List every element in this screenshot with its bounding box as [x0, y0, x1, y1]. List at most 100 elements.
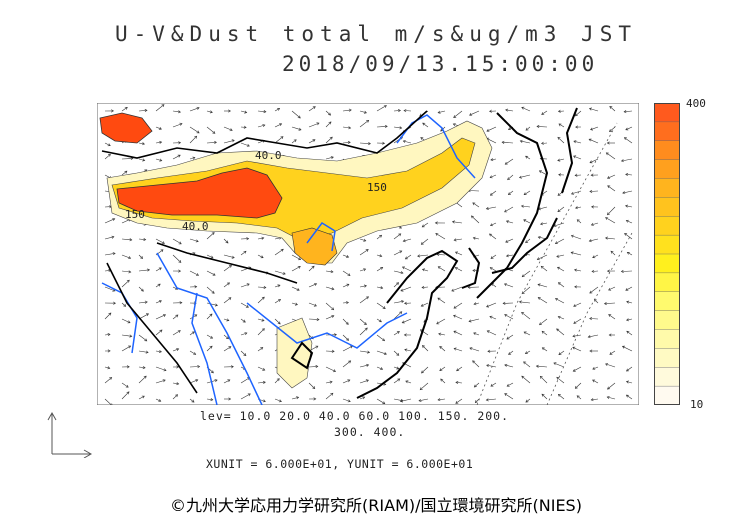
wind-arrow [325, 366, 336, 372]
wind-arrowhead [626, 330, 630, 334]
wind-arrowhead [140, 288, 144, 292]
wind-arrowhead [210, 335, 214, 339]
wind-arrowhead [382, 401, 386, 405]
wind-arrow [189, 135, 197, 144]
wind-arrow [342, 318, 349, 325]
wind-arrowhead [243, 250, 247, 254]
wind-arrowhead [162, 379, 166, 383]
wind-arrow [591, 398, 599, 401]
wind-arrowhead [439, 368, 443, 372]
wind-arrowhead [282, 271, 286, 275]
wind-arrowhead [523, 192, 527, 195]
colorbar-cell [654, 367, 680, 387]
wind-arrow [438, 266, 446, 272]
wind-arrow [608, 286, 616, 291]
wind-arrow [257, 286, 266, 288]
wind-arrowhead [421, 370, 424, 374]
wind-arrow [393, 126, 402, 129]
wind-arrowhead [328, 121, 332, 125]
coastlines [290, 107, 578, 399]
wind-arrow [172, 123, 183, 128]
wind-arrowhead [348, 108, 352, 112]
wind-arrow [121, 318, 131, 323]
wind-arrowhead [521, 311, 525, 315]
wind-arrowhead [554, 241, 558, 244]
wind-arrowhead [143, 237, 147, 241]
wind-arrowhead [418, 398, 422, 402]
wind-arrowhead [591, 205, 594, 209]
wind-arrowhead [160, 249, 164, 253]
wind-arrow [486, 302, 497, 308]
wind-arrowhead [621, 345, 626, 349]
wind-arrow [206, 232, 215, 240]
wind-arrow [189, 331, 195, 336]
wind-arrowhead [556, 254, 560, 258]
wind-arrow [624, 137, 633, 144]
wind-arrowhead [347, 379, 351, 383]
wind-arrow [404, 349, 412, 352]
wind-arrowhead [298, 257, 302, 261]
wind-arrowhead [489, 315, 493, 319]
wind-arrowhead [246, 283, 250, 287]
wind-arrowhead [625, 204, 629, 208]
wind-arrowhead [485, 206, 489, 210]
wind-arrowhead [524, 351, 528, 354]
wind-arrow [308, 122, 320, 128]
wind-arrowhead [590, 398, 594, 402]
wind-arrow [223, 282, 230, 288]
wind-arrowhead [347, 399, 351, 403]
wind-arrow [626, 318, 633, 321]
wind-arrow [504, 393, 514, 400]
wind-arrowhead [176, 348, 180, 351]
colorbar-cell [654, 159, 680, 180]
wind-arrow [138, 269, 150, 272]
wind-arrow [257, 124, 265, 128]
wind-arrowhead [228, 297, 232, 301]
wind-arrow [508, 350, 514, 355]
color-scale-bar [654, 103, 680, 405]
wind-arrowhead [489, 175, 493, 179]
wind-arrow [553, 222, 565, 227]
wind-arrowhead [486, 304, 490, 308]
wind-arrowhead [298, 127, 302, 131]
wind-arrowhead [111, 235, 115, 239]
wind-arrowhead [451, 288, 455, 292]
wind-arrowhead [158, 267, 162, 271]
wind-arrowhead [453, 238, 457, 242]
wind-arrowhead [111, 109, 114, 113]
wind-arrowhead [397, 109, 401, 113]
wind-arrowhead [329, 380, 333, 384]
wind-arrow [626, 366, 633, 372]
wind-arrow [438, 110, 446, 113]
wind-arrowhead [404, 256, 408, 260]
wind-arrowhead [345, 301, 349, 305]
wind-arrow [308, 283, 317, 288]
wind-arrow [359, 110, 367, 114]
wind-arrowhead [574, 173, 578, 177]
wind-arrow [403, 238, 412, 242]
wind-arrow [121, 334, 132, 337]
wind-arrowhead [609, 351, 613, 355]
wind-arrow [418, 398, 429, 402]
wind-arrow [104, 218, 115, 224]
wind-arrow [417, 254, 429, 257]
wind-arrow [525, 155, 531, 160]
wind-arrowhead [606, 396, 610, 400]
wind-arrowhead [158, 300, 162, 303]
wind-arrow [121, 279, 130, 288]
wind-arrowhead [588, 138, 592, 142]
colorbar-cell [654, 385, 680, 405]
wind-arrow [438, 333, 446, 336]
wind-arrowhead [142, 158, 146, 162]
wind-arrow [104, 377, 112, 384]
wind-arrowhead [525, 399, 529, 403]
wind-arrowhead [490, 256, 494, 259]
wind-arrow [558, 123, 565, 128]
wind-arrow [223, 297, 232, 304]
wind-arrowhead [178, 141, 182, 145]
wind-arrow [625, 174, 633, 176]
wind-arrow [291, 302, 298, 305]
wind-arrowhead [539, 322, 543, 326]
wind-arrowhead [396, 331, 400, 334]
wind-arrowhead [587, 335, 591, 339]
